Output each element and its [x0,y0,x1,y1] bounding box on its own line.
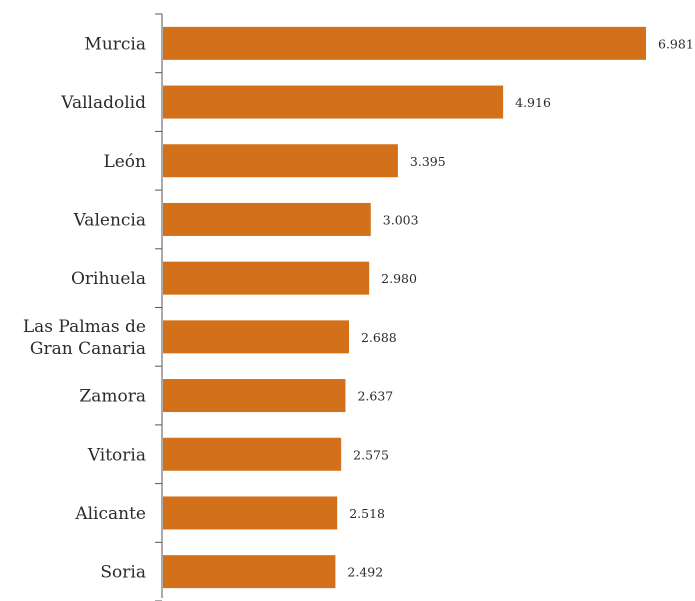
value-label: 3.003 [383,212,419,227]
category-label-line: Valladolid [60,93,146,113]
bar [163,496,337,529]
category-label: Valencia [73,210,146,230]
category-label: Murcia [84,34,146,54]
category-label-line: Valencia [73,210,146,230]
category-label-line: León [103,152,146,172]
bars-group [163,27,646,588]
value-label: 2.637 [357,389,393,404]
value-label: 2.518 [349,506,385,521]
value-label: 6.981 [658,36,694,51]
category-label-line: Soria [100,563,146,583]
bar [163,379,345,412]
bar [163,438,341,471]
category-label: Vitoria [87,445,146,465]
value-label: 2.492 [347,565,383,580]
category-label-line: Orihuela [71,269,146,289]
category-label: León [103,152,146,172]
category-label-line: Vitoria [87,445,146,465]
bar [163,27,646,60]
bar [163,86,503,119]
value-label: 2.980 [381,271,417,286]
axis-ticks-group [155,14,162,601]
bar [163,555,335,588]
category-labels-group: Murcia Valladolid León Valencia Orihuela Las … [23,34,146,582]
value-label: 3.395 [410,154,446,169]
category-label: Orihuela [71,269,146,289]
category-label: Las Palmas de Gran Canaria [23,317,146,359]
category-label-line: Alicante [74,504,146,524]
category-label: Soria [100,563,146,583]
value-label: 2.688 [361,330,397,345]
category-label: Valladolid [60,93,146,113]
value-label: 4.916 [515,95,551,110]
bar [163,320,349,353]
bar [163,262,369,295]
category-label-line: Murcia [84,34,146,54]
value-label: 2.575 [353,447,389,462]
category-label-line: Gran Canaria [30,339,146,359]
category-label-line: Las Palmas de [23,317,146,337]
category-label-line: Zamora [79,387,146,407]
bar [163,203,371,236]
bar [163,144,398,177]
category-label: Alicante [74,504,146,524]
category-label: Zamora [79,387,146,407]
